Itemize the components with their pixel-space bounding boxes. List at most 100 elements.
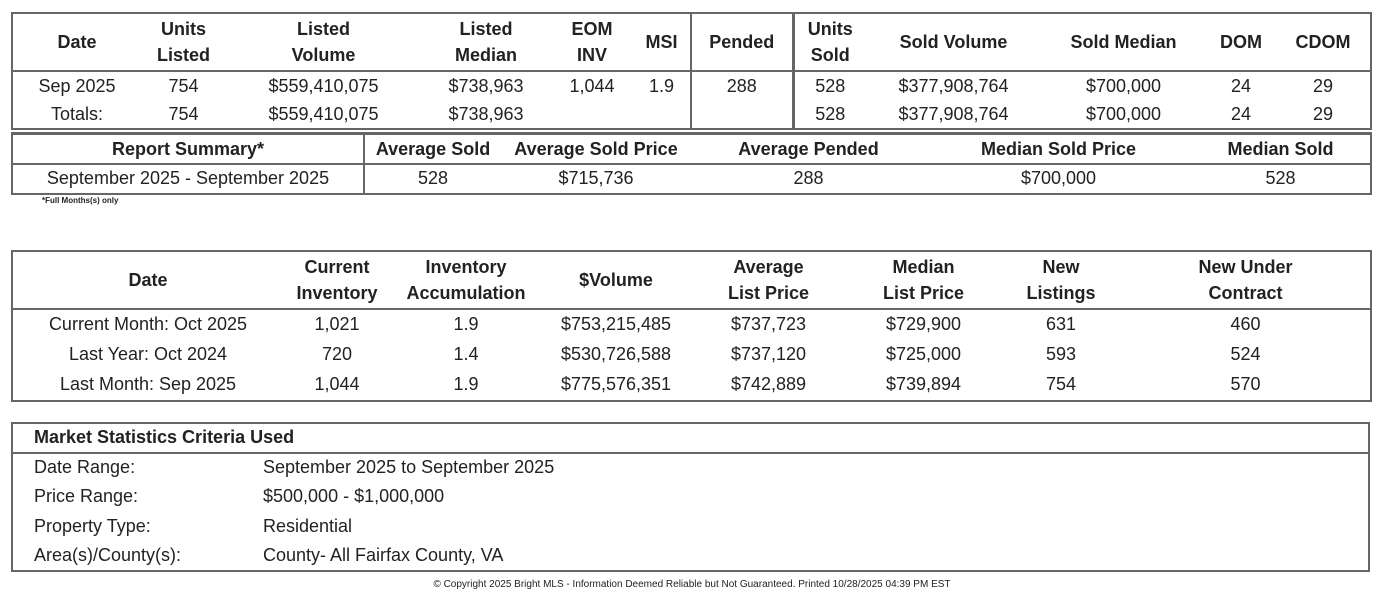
cell: $737,723 <box>730 314 807 335</box>
col-sold-volume: Sold Volume <box>899 32 1008 52</box>
cell: $700,000 <box>1085 75 1162 96</box>
col-average-pended: Average Pended <box>738 138 879 159</box>
cell: $753,215,485 <box>560 314 672 335</box>
cell: 528 <box>363 163 501 194</box>
cell: Last Month: Sep 2025 <box>59 374 237 395</box>
cell: $559,410,075 <box>268 75 379 96</box>
criteria-row: Price Range: $500,000 - $1,000,000 <box>12 482 1369 512</box>
cell: September 2025 - September 2025 <box>46 168 330 188</box>
criteria-row: Area(s)/County(s): County- All Fairfax Co… <box>12 541 1369 571</box>
criteria-label: Price Range: <box>34 486 139 507</box>
col-average-sold: Average Sold <box>363 133 501 164</box>
criteria-value: Residential <box>263 515 353 536</box>
table-row: Current Month: Oct 2025 1,021 1.9 $753,215,… <box>12 309 1371 340</box>
criteria-value: County- All Fairfax County, VA <box>263 544 504 565</box>
cell: $725,000 <box>885 344 962 365</box>
cell: 631 <box>1045 314 1077 335</box>
cell: Sep 2025 <box>38 75 116 96</box>
cell: $530,726,588 <box>560 344 672 365</box>
cell: 720 <box>321 344 353 365</box>
cell: 528 <box>791 71 866 100</box>
table-row: Sep 2025 754 $559,410,075 $738,963 1,044… <box>12 71 1371 100</box>
table-row: Last Month: Sep 2025 1,044 1.9 $775,576,351… <box>12 370 1371 401</box>
cell: $738,963 <box>448 75 524 96</box>
col-date: Date <box>128 270 168 290</box>
cell: $700,000 <box>1020 168 1097 188</box>
cell: 460 <box>1230 314 1261 335</box>
col-eom-inv: EOM INV <box>571 19 613 65</box>
col-median-sold: Median Sold <box>1227 138 1334 159</box>
col-dom: DOM <box>1220 32 1262 52</box>
sales-table: Date Units Listed Listed Volume Listed M… <box>11 12 1372 130</box>
table-header: Report Summary* Average Sold Average Sol… <box>12 133 1371 164</box>
inventory-table: Date Current Inventory Inventory Accumul… <box>11 250 1372 402</box>
criteria-label: Date Range: <box>34 457 136 478</box>
summary-table: Report Summary* Average Sold Average Sol… <box>11 132 1372 195</box>
cell: 29 <box>1312 75 1334 96</box>
cell: $377,908,764 <box>898 75 1009 96</box>
cell: 1.9 <box>453 374 479 395</box>
cell: 24 <box>1230 75 1252 96</box>
cell: 528 <box>791 100 866 129</box>
col-average-sold-price: Average Sold Price <box>514 138 678 159</box>
col-new-under-contract: New Under Contract <box>1198 257 1293 303</box>
cell: 754 <box>168 103 199 124</box>
criteria-row: Property Type: Residential <box>12 512 1369 542</box>
col-listed-volume: Listed Volume <box>291 19 356 65</box>
copyright-footer: © Copyright 2025 Bright MLS - Informatio… <box>433 579 951 590</box>
cell: 1,021 <box>314 314 360 335</box>
cell: Totals: <box>50 103 104 124</box>
cell: $715,736 <box>558 168 634 188</box>
footnote: *Full Months(s) only <box>42 196 119 205</box>
table-header: Date Units Listed Listed Volume Listed M… <box>12 13 1371 71</box>
col-date: Date <box>57 32 97 52</box>
col-msi: MSI <box>645 32 678 52</box>
table-row: September 2025 - September 2025 528 $715… <box>12 163 1371 194</box>
criteria-row: Date Range: September 2025 to September 2… <box>12 453 1369 483</box>
col-listed-median: Listed Median <box>454 19 517 65</box>
cell: 1,044 <box>569 75 615 96</box>
criteria-value: September 2025 to September 2025 <box>263 457 555 478</box>
cell: 754 <box>168 75 199 96</box>
col-units-listed: Units Listed <box>156 19 210 65</box>
col-units-sold: Units Sold <box>791 13 866 71</box>
cell: 1.9 <box>453 314 479 335</box>
cell: 288 <box>793 168 824 188</box>
cell: $737,120 <box>730 344 807 365</box>
criteria-table: Market Statistics Criteria Used Date Ran… <box>11 422 1370 572</box>
cell: 24 <box>1230 103 1252 124</box>
cell: Current Month: Oct 2025 <box>48 314 248 335</box>
cell: 528 <box>1265 168 1296 188</box>
cell: $700,000 <box>1085 103 1162 124</box>
criteria-label: Area(s)/County(s): <box>34 544 182 565</box>
cell: $377,908,764 <box>898 103 1009 124</box>
cell: 1.4 <box>453 344 479 365</box>
cell: $738,963 <box>448 103 524 124</box>
cell: 29 <box>1312 103 1334 124</box>
col-average-list-price: Average List Price <box>727 257 810 303</box>
cell: 1,044 <box>314 374 360 395</box>
table-row: Last Year: Oct 2024 720 1.4 $530,726,588 $73… <box>12 340 1371 371</box>
cell: 593 <box>1045 344 1077 365</box>
cell: $559,410,075 <box>268 103 379 124</box>
col-pended: Pended <box>690 13 793 71</box>
cell: $775,576,351 <box>560 374 672 395</box>
col-cdom: CDOM <box>1295 32 1351 52</box>
cell: 524 <box>1230 344 1261 365</box>
cell: 754 <box>1045 374 1077 395</box>
col-sold-median: Sold Median <box>1070 32 1177 52</box>
col-median-list-price: Median List Price <box>882 257 965 303</box>
cell: $739,894 <box>885 374 962 395</box>
col-median-sold-price: Median Sold Price <box>980 138 1137 159</box>
col-inventory-accumulation: Inventory Accumulation <box>406 257 526 303</box>
cell: Last Year: Oct 2024 <box>68 344 228 365</box>
table-header: Date Current Inventory Inventory Accumul… <box>12 251 1371 309</box>
cell <box>690 100 793 129</box>
criteria-value: $500,000 - $1,000,000 <box>263 486 445 507</box>
col-new-listings: New Listings <box>1026 257 1096 303</box>
col-report-summary: Report Summary* <box>111 138 265 159</box>
criteria-header: Market Statistics Criteria Used <box>12 423 1369 453</box>
cell <box>633 100 691 129</box>
criteria-label: Property Type: <box>34 515 151 536</box>
cell <box>551 100 633 129</box>
